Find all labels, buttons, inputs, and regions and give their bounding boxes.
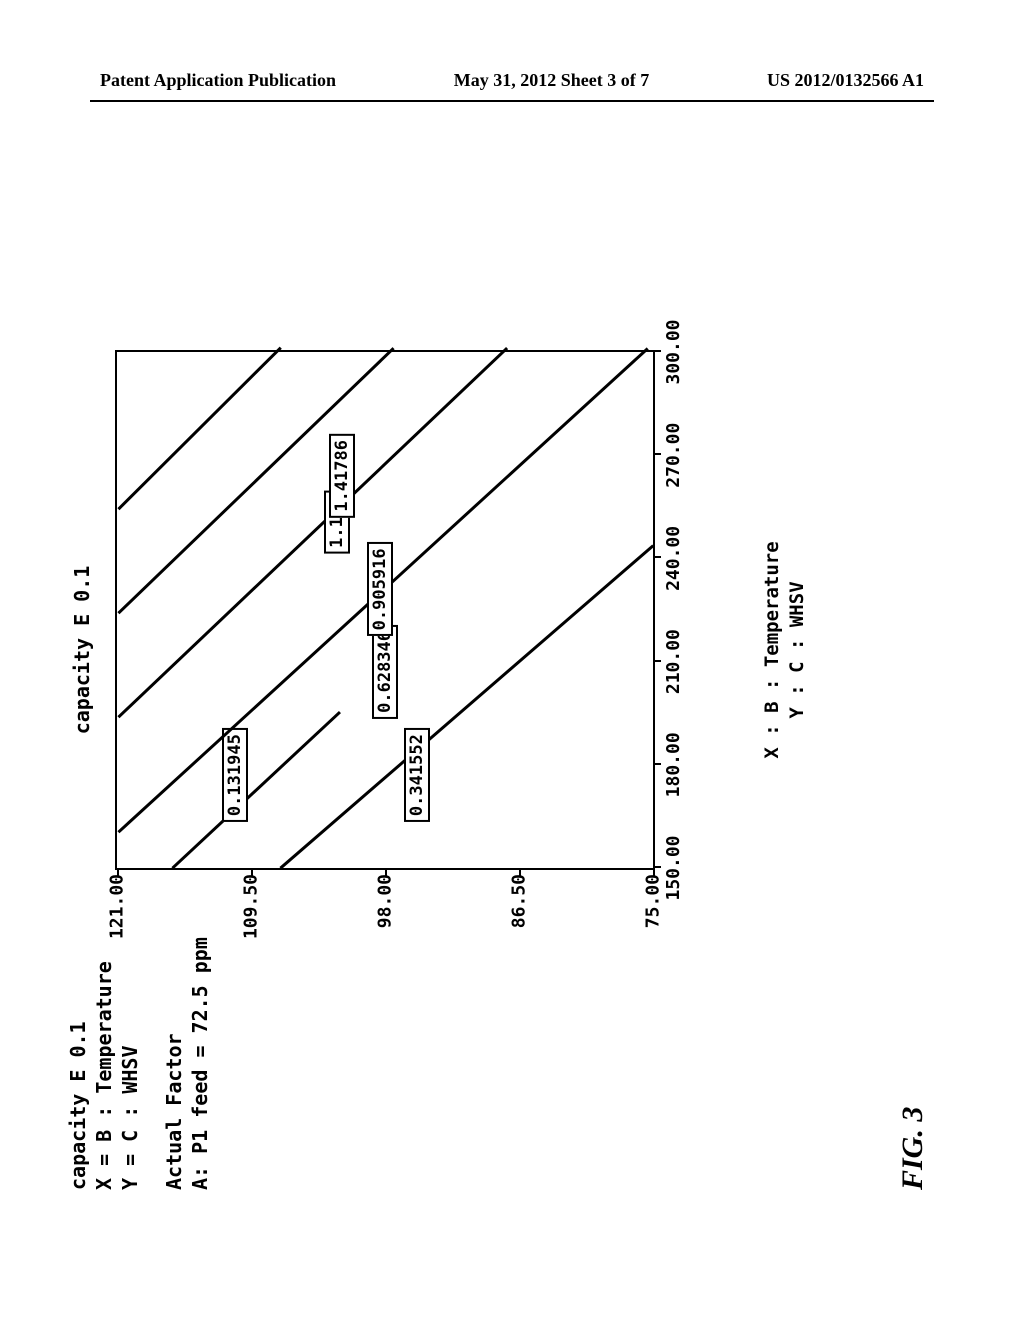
legend-line-1: capacity E 0.1 [65,937,91,1190]
y-tick-mark [385,868,387,876]
legend-line-3: Y = C : WHSV [117,937,143,1190]
x-tick-label: 300.00 [653,312,684,392]
x-tick-label: 240.00 [653,518,684,598]
figure-label: FIG. 3 [896,1107,930,1190]
x-tick-label: 150.00 [653,828,684,908]
y-tick-mark [117,868,119,876]
x-tick-mark [653,453,661,455]
x-axis-label-line2: Y : C : WHSV [785,340,810,960]
plot-area: 121.00109.5098.0086.5075.00150.00180.002… [115,350,655,870]
legend-line-5: Actual Factor [161,937,187,1190]
header-divider [90,100,934,102]
header-right: US 2012/0132566 A1 [767,70,924,91]
contour-chart: capacity E 0.1 121.00109.5098.0086.5075.… [100,340,720,960]
contour-label: 0.628346 [372,625,398,719]
legend-spacer [143,937,161,1190]
chart-legend: capacity E 0.1 X = B : Temperature Y = C… [65,937,213,1190]
y-tick-label: 121.00 [107,868,128,958]
x-axis-label-line1: X : B : Temperature [760,340,785,960]
header-left: Patent Application Publication [100,70,336,91]
legend-line-2: X = B : Temperature [91,937,117,1190]
x-tick-mark [653,350,661,352]
contour-label: 0.341552 [404,728,430,822]
y-tick-mark [251,868,253,876]
chart-title: capacity E 0.1 [70,340,94,960]
figure-container: capacity E 0.1 X = B : Temperature Y = C… [70,240,970,1020]
contour-line [117,347,508,718]
contour-label: 0.131945 [222,728,248,822]
x-tick-label: 210.00 [653,622,684,702]
axis-caption: X : B : Temperature Y : C : WHSV [760,340,809,960]
contour-line [279,545,653,869]
legend-line-6: A: P1 feed = 72.5 ppm [187,937,213,1190]
x-tick-label: 180.00 [653,725,684,805]
contour-label: 0.905916 [367,542,393,636]
x-tick-mark [653,866,661,868]
y-tick-label: 86.50 [509,868,530,958]
contour-line [171,711,340,869]
contour-line [117,347,281,510]
x-tick-mark [653,660,661,662]
y-tick-mark [519,868,521,876]
header-center: May 31, 2012 Sheet 3 of 7 [454,70,649,91]
contour-label: 1.41786 [329,434,355,518]
y-tick-label: 98.00 [375,868,396,958]
page-header: Patent Application Publication May 31, 2… [0,70,1024,91]
x-tick-mark [653,763,661,765]
x-tick-mark [653,556,661,558]
x-tick-label: 270.00 [653,415,684,495]
y-tick-label: 109.50 [241,868,262,958]
